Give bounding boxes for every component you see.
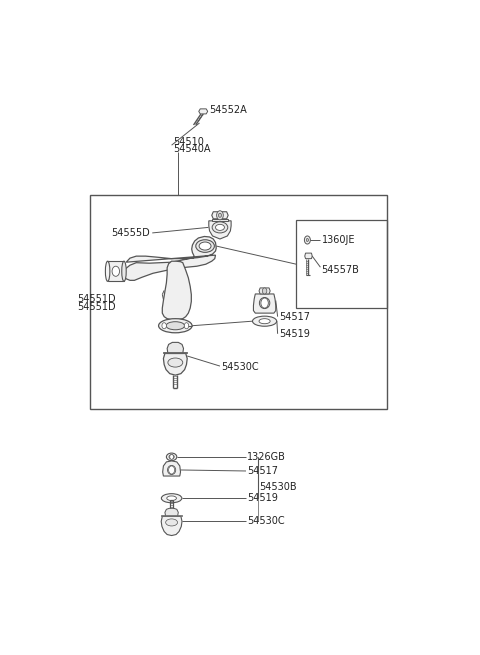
Circle shape <box>306 238 309 242</box>
Polygon shape <box>108 261 124 282</box>
Ellipse shape <box>168 358 183 367</box>
Ellipse shape <box>161 494 182 503</box>
Text: 1326GB: 1326GB <box>247 452 286 462</box>
Ellipse shape <box>167 496 177 500</box>
Ellipse shape <box>259 319 270 324</box>
Text: 54530B: 54530B <box>259 482 297 492</box>
Circle shape <box>112 266 120 276</box>
Circle shape <box>162 323 167 329</box>
Polygon shape <box>212 219 228 221</box>
Polygon shape <box>161 516 182 536</box>
Circle shape <box>304 236 311 244</box>
Polygon shape <box>209 221 231 239</box>
Text: 54530C: 54530C <box>247 516 285 527</box>
Ellipse shape <box>196 240 215 252</box>
Text: 54517: 54517 <box>279 312 310 322</box>
Text: 54540A: 54540A <box>173 144 211 154</box>
Text: 54519: 54519 <box>279 329 310 339</box>
Polygon shape <box>163 461 180 476</box>
Polygon shape <box>199 109 208 114</box>
Polygon shape <box>163 354 187 375</box>
Text: 54530C: 54530C <box>221 362 259 372</box>
Ellipse shape <box>169 455 174 459</box>
Circle shape <box>261 298 268 308</box>
Bar <box>296 220 387 308</box>
Polygon shape <box>259 288 270 294</box>
Ellipse shape <box>199 242 211 250</box>
Circle shape <box>216 211 223 220</box>
Circle shape <box>168 466 175 474</box>
Ellipse shape <box>167 453 177 460</box>
Ellipse shape <box>259 297 270 309</box>
Circle shape <box>218 214 221 217</box>
Polygon shape <box>123 236 216 280</box>
Ellipse shape <box>106 261 110 282</box>
Polygon shape <box>163 352 187 354</box>
Circle shape <box>263 288 267 294</box>
Text: 54557B: 54557B <box>322 265 360 275</box>
Circle shape <box>170 455 173 459</box>
Polygon shape <box>167 343 183 354</box>
Bar <box>90 195 387 409</box>
Ellipse shape <box>252 316 276 326</box>
Text: 54551D: 54551D <box>77 301 115 312</box>
Text: 54517: 54517 <box>247 466 278 476</box>
Ellipse shape <box>168 466 176 474</box>
Text: 1360JE: 1360JE <box>322 235 355 245</box>
Text: 54551D: 54551D <box>77 294 115 304</box>
Polygon shape <box>253 294 276 313</box>
Circle shape <box>184 323 189 329</box>
Ellipse shape <box>166 519 178 526</box>
Polygon shape <box>162 261 192 320</box>
Polygon shape <box>212 212 228 219</box>
Ellipse shape <box>122 261 126 282</box>
Text: 54555D: 54555D <box>111 228 150 238</box>
Ellipse shape <box>216 225 225 231</box>
Ellipse shape <box>212 222 228 233</box>
Text: 54510: 54510 <box>173 137 204 147</box>
Polygon shape <box>305 253 312 259</box>
Polygon shape <box>165 508 178 516</box>
Text: 54552A: 54552A <box>209 105 247 115</box>
Text: 54519: 54519 <box>247 493 278 503</box>
Ellipse shape <box>158 319 192 333</box>
Ellipse shape <box>166 322 185 329</box>
Polygon shape <box>161 515 182 516</box>
